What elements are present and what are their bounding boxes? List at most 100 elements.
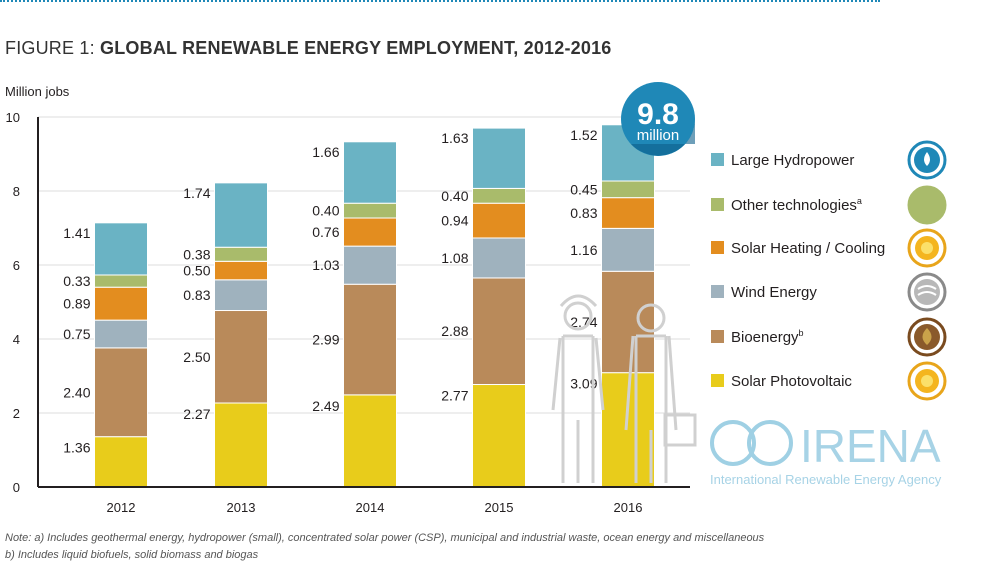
leaf-icon-leaf xyxy=(922,328,932,345)
data-label: 1.63 xyxy=(441,130,468,146)
total-badge-value: 9.8 xyxy=(637,98,679,131)
bar-segment xyxy=(94,286,148,321)
plain-circle-icon xyxy=(907,185,947,225)
bar-segment xyxy=(94,222,148,276)
legend-swatch xyxy=(711,285,724,298)
data-label: 0.83 xyxy=(570,205,597,221)
total-badge-unit: million xyxy=(637,127,680,144)
bar-segment xyxy=(214,310,268,404)
y-tick-label: 8 xyxy=(13,184,20,199)
footnotes: Note: a) Includes geothermal energy, hyd… xyxy=(5,530,764,564)
sun-icon-core xyxy=(921,375,933,387)
data-label: 0.33 xyxy=(63,273,90,289)
legend-label: Bioenergyb xyxy=(731,328,804,346)
bar-segment xyxy=(214,246,268,262)
data-label: 2.40 xyxy=(63,384,90,400)
wind-icon-lines xyxy=(917,285,937,296)
bar-segment xyxy=(601,180,655,199)
logo-subtitle: International Renewable Energy Agency xyxy=(710,472,942,487)
footnote-b: b) Includes liquid biofuels, solid bioma… xyxy=(5,549,259,561)
bar-segment xyxy=(343,141,397,204)
bar-segment xyxy=(343,283,397,396)
data-label: 0.89 xyxy=(63,296,90,312)
figure-title: FIGURE 1: GLOBAL RENEWABLE ENERGY EMPLOY… xyxy=(5,38,611,59)
y-tick-label: 2 xyxy=(13,406,20,421)
x-tick-label: 2016 xyxy=(614,500,643,515)
y-axis-label: Million jobs xyxy=(5,84,70,99)
legend-label: Large Hydropower xyxy=(731,152,854,169)
bar-segment xyxy=(343,217,397,247)
bar-segment xyxy=(472,384,526,488)
y-tick-label: 4 xyxy=(13,332,20,347)
data-label: 2.49 xyxy=(312,398,339,414)
data-label: 2.77 xyxy=(441,388,468,404)
irena-logo-icon xyxy=(710,420,793,466)
bar-segment xyxy=(472,202,526,239)
data-label: 1.16 xyxy=(570,242,597,258)
data-label: 0.94 xyxy=(441,213,468,229)
legend-swatch xyxy=(711,374,724,387)
bar-segment xyxy=(214,279,268,312)
bar-segment xyxy=(601,227,655,272)
bar-segment xyxy=(214,182,268,248)
data-label: 2.27 xyxy=(183,406,210,422)
bar-segment xyxy=(94,319,148,349)
legend-swatch xyxy=(711,330,724,343)
bar-segment xyxy=(214,402,268,488)
data-label: 0.76 xyxy=(312,224,339,240)
legend-swatch xyxy=(711,198,724,211)
y-tick-label: 0 xyxy=(13,480,20,495)
x-tick-label: 2012 xyxy=(107,500,136,515)
bar-segment xyxy=(343,245,397,285)
y-tick-label: 6 xyxy=(13,258,20,273)
bar-segment xyxy=(472,277,526,386)
bar-segment xyxy=(343,202,397,219)
top-dotted-rule xyxy=(0,0,880,6)
data-label: 0.38 xyxy=(183,246,210,262)
bar-segment xyxy=(94,274,148,288)
data-label: 2.99 xyxy=(312,332,339,348)
bar-segment xyxy=(601,270,655,374)
data-label: 0.50 xyxy=(183,263,210,279)
legend-label: Solar Photovoltaic xyxy=(731,373,852,390)
data-label: 1.03 xyxy=(312,257,339,273)
bar-segment xyxy=(472,237,526,279)
legend-label: Other technologiesa xyxy=(731,196,862,214)
data-label: 0.75 xyxy=(63,326,90,342)
figure-prefix: FIGURE 1: xyxy=(5,38,95,58)
legend-label: Wind Energy xyxy=(731,284,817,301)
data-label: 1.41 xyxy=(63,225,90,241)
legend-swatch xyxy=(711,153,724,166)
data-label: 3.09 xyxy=(570,376,597,392)
legend-label: Solar Heating / Cooling xyxy=(731,240,885,257)
bar-segment xyxy=(601,197,655,229)
data-label: 2.50 xyxy=(183,349,210,365)
x-tick-label: 2015 xyxy=(485,500,514,515)
data-label: 0.45 xyxy=(570,181,597,197)
sun-icon-core xyxy=(921,242,933,254)
data-label: 1.36 xyxy=(63,440,90,456)
data-label: 1.08 xyxy=(441,250,468,266)
data-label: 0.40 xyxy=(312,203,339,219)
workers-illustration xyxy=(551,294,697,483)
logo-text: IRENA xyxy=(800,420,941,472)
data-label: 0.40 xyxy=(441,188,468,204)
bar-segment xyxy=(94,347,148,438)
footnote-a: Note: a) Includes geothermal energy, hyd… xyxy=(5,532,765,544)
x-tick-label: 2013 xyxy=(227,500,256,515)
bar-segment xyxy=(214,260,268,281)
data-label: 2.88 xyxy=(441,323,468,339)
legend-swatch xyxy=(711,241,724,254)
data-label: 1.66 xyxy=(312,144,339,160)
data-label: 0.83 xyxy=(183,287,210,303)
total-badge xyxy=(621,82,695,156)
y-tick-label: 10 xyxy=(6,110,20,125)
figure-title-text: GLOBAL RENEWABLE ENERGY EMPLOYMENT, 2012… xyxy=(100,38,612,58)
x-tick-label: 2014 xyxy=(356,500,385,515)
bar-segment xyxy=(472,187,526,204)
data-label: 1.74 xyxy=(183,185,210,201)
bar-segment xyxy=(472,127,526,189)
water-drop-icon-drop xyxy=(924,152,930,166)
data-label: 1.52 xyxy=(570,127,597,143)
